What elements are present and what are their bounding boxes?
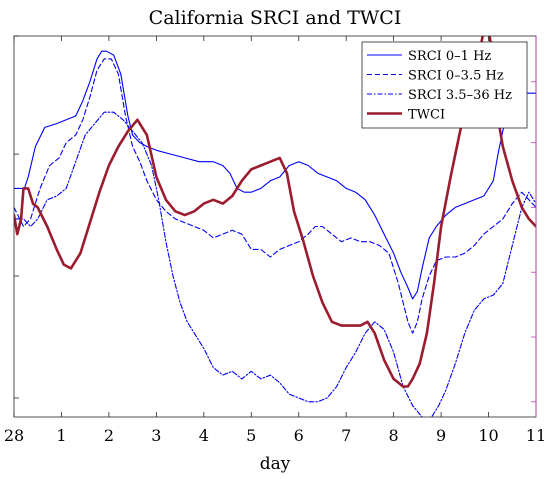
x-tick-label: 7 (341, 426, 351, 445)
series-line-1 (14, 58, 536, 334)
x-tick-label: 8 (389, 426, 399, 445)
legend-label: SRCI 3.5–36 Hz (408, 88, 512, 103)
series-line-3 (14, 36, 536, 388)
x-tick-label: 5 (246, 426, 256, 445)
x-tick-label: 3 (151, 426, 161, 445)
x-tick-label: 6 (294, 426, 304, 445)
chart-title: California SRCI and TWCI (149, 7, 402, 29)
series-line-0 (14, 50, 536, 300)
x-axis-label: day (260, 454, 291, 474)
x-tick-label: 28 (4, 426, 24, 445)
legend-label: SRCI 0–1 Hz (408, 49, 491, 64)
x-tick-label: 1 (56, 426, 66, 445)
x-tick-label: 9 (436, 426, 446, 445)
x-tick-label: 10 (478, 426, 498, 445)
x-tick-label: 11 (526, 426, 546, 445)
series-line-2 (14, 111, 536, 417)
legend-label: TWCI (408, 108, 445, 123)
x-tick-label: 4 (199, 426, 209, 445)
x-tick-label: 2 (104, 426, 114, 445)
legend-label: SRCI 0–3.5 Hz (408, 69, 504, 84)
